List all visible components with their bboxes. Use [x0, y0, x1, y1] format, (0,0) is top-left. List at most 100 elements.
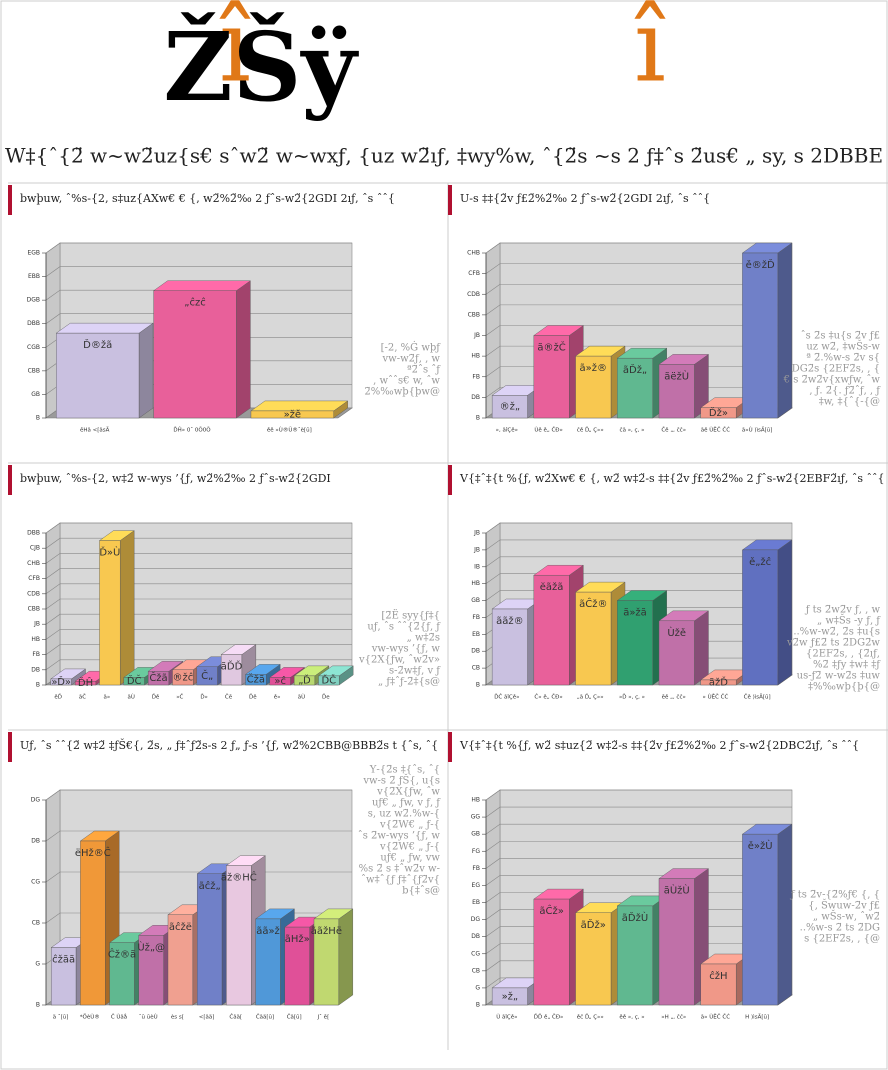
y-tick-label: GB: [31, 391, 40, 398]
grid-line: [45, 598, 352, 610]
x-tick-label: Ďě: [152, 693, 160, 701]
x-tick-label: Ĉãä[: [229, 1014, 242, 1021]
grid-line: [485, 840, 792, 852]
note-line: „ wŠs‑w‚ ˆw2̈: [813, 911, 880, 923]
note-line: ƒ ts 2̈v‑{2̈%ƒ€ {, {: [790, 890, 880, 901]
value-label: Ùžě: [667, 626, 686, 639]
panel-marker: [448, 732, 452, 762]
note-line: v{2X{ƒw, ˆw2̈v»: [358, 655, 440, 666]
bar-side: [694, 610, 709, 686]
y-tick-label: B: [36, 415, 40, 422]
bar: [491, 395, 528, 419]
bar: [742, 252, 779, 419]
x-tick-label: ě»: [274, 694, 281, 701]
x-tick-label: ã»: [103, 695, 110, 701]
value-label: ãžĎ: [709, 675, 728, 688]
x-tick-label: ãě ÙĚČ ČĆ: [701, 426, 730, 434]
bar: [617, 905, 653, 1006]
value-label: ®ž„: [500, 401, 520, 413]
x-tick-label: ãÙ: [127, 694, 134, 701]
bar-side: [777, 823, 793, 1006]
bar: [196, 873, 223, 1006]
bar-side: [119, 530, 135, 686]
bar-top: [55, 322, 154, 334]
note-line: v{2̈W€ „ ƒ‑{: [379, 842, 440, 853]
y-tick-label: JB: [473, 530, 480, 537]
grid-line: [485, 283, 792, 295]
note-line: Y‑{2̈s ‡{ˆs, ˆ{: [369, 765, 440, 776]
bar: [617, 600, 653, 686]
grid-line: [485, 263, 792, 274]
bar: [742, 549, 779, 686]
y-tick-label: B: [476, 682, 480, 689]
value-label: ãĎžÙ: [622, 911, 648, 924]
y-tick-label: CHB: [467, 250, 480, 257]
note-line: ‡%‰wþ{þ{@: [808, 682, 880, 693]
note-line: „ ƒ‡ˆƒ‑2̈‡{s@: [378, 677, 440, 688]
y-tick-label: EB: [472, 631, 480, 638]
y-tick-label: DB: [471, 394, 480, 401]
grid-line: [45, 313, 352, 324]
y-tick-label: CB: [32, 920, 40, 927]
x-tick-label: „ã Ď„ Ç»»: [577, 693, 604, 701]
value-label: ããžHë: [311, 925, 342, 937]
value-label: ě®žĎ: [746, 258, 775, 271]
x-tick-label: ãÙ: [298, 694, 305, 701]
note-line: {2EF2̈s, , {2̈ıƒ,: [806, 649, 880, 660]
grid-line: [45, 242, 352, 254]
note-line: v{2̈W€ „ ƒ‑{: [379, 820, 440, 831]
bar-side: [236, 280, 251, 419]
x-tick-label: Ĉãä[ŭ]: [256, 1014, 274, 1021]
y-tick-label: CB: [472, 665, 480, 672]
bar: [123, 677, 145, 686]
x-tick-label: ã»Ù )ìsÄ[ŭ]: [742, 427, 773, 434]
bar: [318, 675, 340, 686]
note-line: ª2̈ˆs ˆƒ: [407, 365, 441, 376]
value-label: ĎĤ: [78, 676, 93, 689]
note-line: DG2̈s {2EF2̈s, , {: [792, 364, 880, 375]
y-tick-label: DBB: [27, 320, 40, 327]
value-label: ã»žã: [623, 607, 647, 619]
note-line: ˆs 2̈s ‡u{s 2̈v ƒ£: [801, 331, 880, 342]
note-line: %2̈ ‡ƒy ‡w‡ ‡ƒ: [813, 660, 881, 671]
bar-top: [153, 280, 251, 291]
y-tick-label: GB: [471, 831, 480, 838]
y-tick-label: JB: [33, 621, 40, 628]
note-line: uz w2̈, ‡wŠs‑w: [806, 341, 880, 353]
value-label: ãĎĎ: [221, 660, 243, 673]
bar: [56, 332, 140, 419]
y-tick-label: CB: [472, 967, 480, 974]
value-label: ãĉž„: [199, 880, 221, 892]
y-tick-label: GG: [471, 814, 481, 821]
x-tick-label: »Ď », ç, »: [619, 693, 645, 701]
note-line: „ w‡Šs ‑y ƒ, ƒ: [817, 615, 881, 627]
y-tick-label: EB: [472, 899, 480, 906]
x-tick-label: ěě »Ù®Ũ®ˆè[ŭ]: [267, 427, 312, 434]
y-tick-label: CGB: [27, 344, 40, 351]
bar: [575, 355, 612, 419]
y-tick-label: B: [36, 1002, 40, 1009]
value-label: »ž„: [502, 990, 519, 1002]
bar-side: [338, 908, 354, 1006]
chart-title: V{‡ˆ‡{t %{ƒ, w2̈ s‡uz{2̈ w‡2̈‑s ‡‡{2̈v ƒ…: [459, 739, 859, 752]
x-tick-label: ěĎ: [54, 693, 62, 701]
bar: [293, 675, 316, 686]
value-label: ãHž»: [285, 933, 310, 945]
value-label: »žě: [284, 408, 302, 420]
grid-line: [45, 613, 352, 625]
value-label: ĕãžã: [540, 581, 564, 593]
grid-line: [45, 522, 352, 534]
bar: [269, 677, 291, 686]
value-label: ě»žÙ: [748, 839, 773, 852]
value-label: ®žĉ: [172, 671, 193, 683]
note-line: s, uz w2̈.%w‑{: [368, 809, 440, 820]
panel-marker: [8, 465, 12, 495]
y-tick-label: G: [35, 961, 40, 968]
y-tick-label: CFB: [28, 575, 40, 582]
panel-marker: [448, 465, 452, 495]
bar: [491, 987, 528, 1006]
y-tick-label: DGB: [27, 297, 40, 304]
grid-line: [485, 304, 792, 316]
bar: [575, 591, 612, 686]
y-tick-label: CG: [31, 879, 40, 886]
